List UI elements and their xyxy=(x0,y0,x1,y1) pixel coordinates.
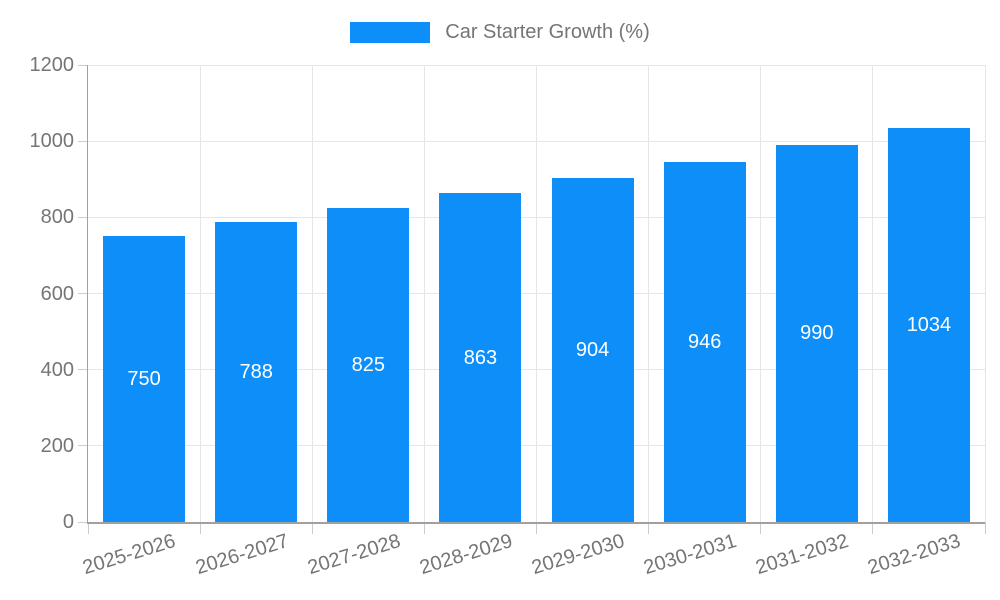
legend-series-label: Car Starter Growth (%) xyxy=(445,21,650,43)
x-gridline xyxy=(423,65,425,522)
y-axis-tick-label: 200 xyxy=(40,434,74,457)
bar-value-label: 825 xyxy=(351,353,385,376)
x-axis-baseline xyxy=(87,522,985,524)
y-axis-tick-label: 600 xyxy=(40,282,74,305)
x-axis-tick-label: 2031-2032 xyxy=(753,530,852,580)
bar-2032-2033[interactable] xyxy=(887,128,970,522)
x-gridline xyxy=(199,65,201,522)
x-gridline xyxy=(311,65,313,522)
bar-value-label: 750 xyxy=(127,368,161,391)
bar-value-label: 1034 xyxy=(906,314,952,337)
x-tick-mark xyxy=(760,522,762,534)
bar-2030-2031[interactable] xyxy=(663,161,746,522)
x-tick-mark xyxy=(87,522,89,534)
y-tick-mark xyxy=(78,216,88,218)
y-axis-tick-label: 1200 xyxy=(29,54,75,76)
y-tick-mark xyxy=(78,521,88,523)
bar-2025-2026[interactable] xyxy=(103,236,186,522)
y-tick-mark xyxy=(78,293,88,294)
y-axis-line xyxy=(87,65,88,523)
bar-value-label: 904 xyxy=(575,338,610,361)
x-axis-tick-label: 2032-2033 xyxy=(865,530,964,580)
bar-2027-2028[interactable] xyxy=(327,207,410,522)
y-tick-mark xyxy=(78,64,88,66)
bar-2031-2032[interactable] xyxy=(775,144,858,522)
bar-value-label: 863 xyxy=(463,346,498,369)
x-gridline xyxy=(760,65,762,522)
x-gridline xyxy=(984,65,986,522)
legend: Car Starter Growth (%) xyxy=(0,21,1000,44)
bar-2029-2030[interactable] xyxy=(551,177,634,522)
x-axis-tick-label: 2030-2031 xyxy=(641,530,740,580)
x-tick-mark xyxy=(984,522,986,534)
x-gridline xyxy=(536,65,537,522)
x-axis-tick-label: 2028-2029 xyxy=(416,530,515,580)
x-tick-mark xyxy=(648,522,650,534)
x-tick-mark xyxy=(872,522,874,534)
bar-2026-2027[interactable] xyxy=(215,221,298,522)
x-tick-mark xyxy=(536,522,537,534)
y-axis-tick-label: 800 xyxy=(40,206,74,229)
legend-item[interactable]: Car Starter Growth (%) xyxy=(350,21,650,44)
y-axis-tick-label: 1000 xyxy=(29,130,75,153)
bar-value-label: 788 xyxy=(239,360,273,383)
y-axis-tick-label: 400 xyxy=(40,358,74,381)
x-gridline xyxy=(648,65,650,522)
x-tick-mark xyxy=(423,522,425,534)
x-axis-tick-label: 2029-2030 xyxy=(529,530,627,580)
bar-value-label: 946 xyxy=(688,330,722,353)
x-axis-tick-label: 2026-2027 xyxy=(192,530,291,580)
legend-color-swatch xyxy=(350,22,431,43)
x-axis-tick-label: 2025-2026 xyxy=(80,530,179,580)
bar-value-label: 990 xyxy=(800,322,834,345)
x-tick-mark xyxy=(199,522,201,534)
x-axis-tick-label: 2027-2028 xyxy=(304,530,403,580)
bar-2028-2029[interactable] xyxy=(439,193,522,522)
x-gridline xyxy=(872,65,874,522)
y-tick-mark xyxy=(78,445,88,447)
y-tick-mark xyxy=(78,369,88,371)
y-tick-mark xyxy=(78,140,88,142)
x-tick-mark xyxy=(311,522,313,534)
y-axis-tick-label: 0 xyxy=(62,511,74,533)
